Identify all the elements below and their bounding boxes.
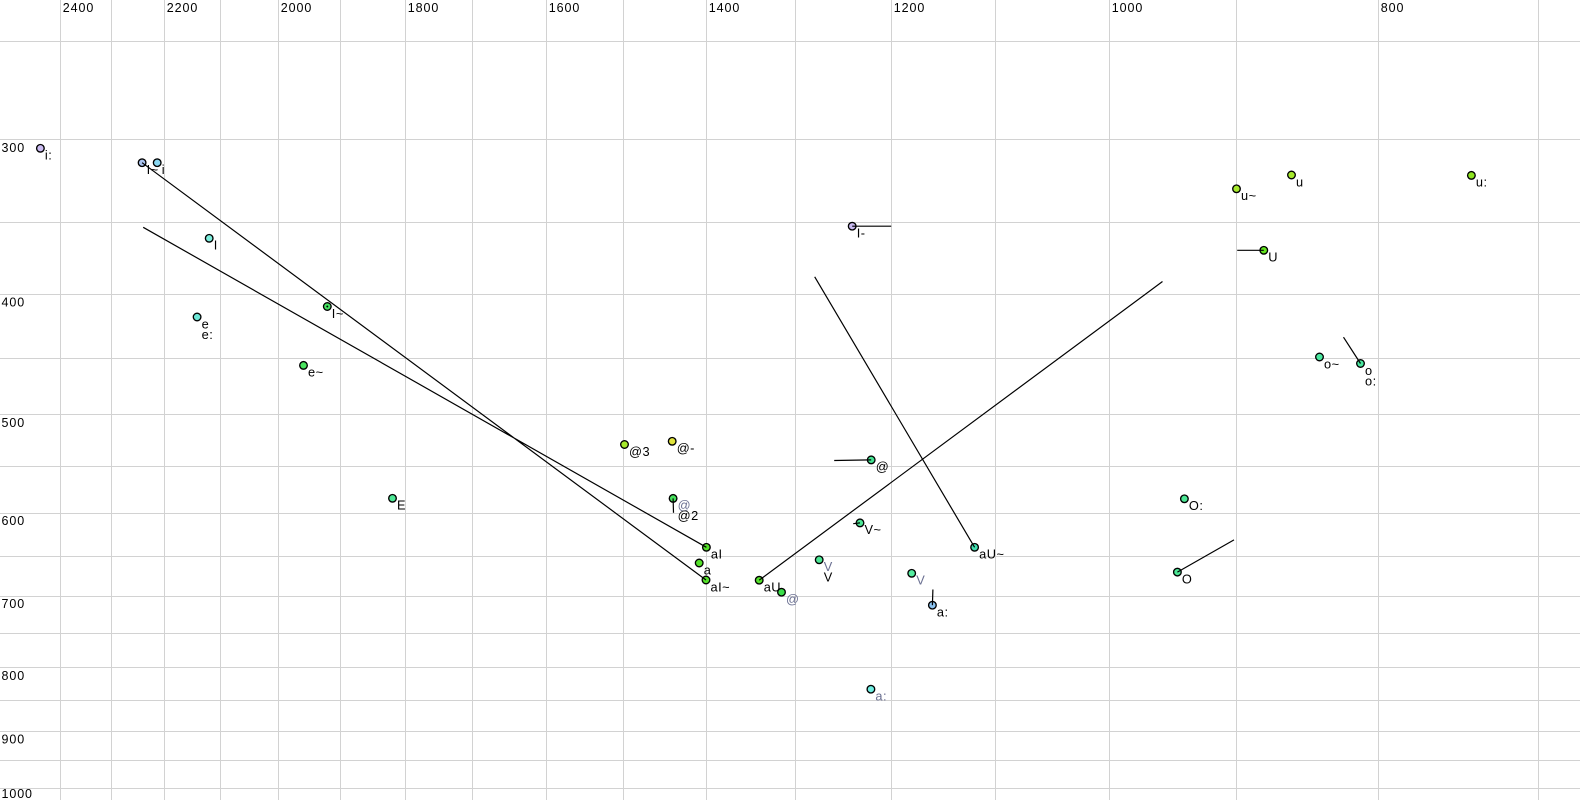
svg-text:O: O bbox=[1182, 571, 1192, 586]
svg-text:a: a bbox=[704, 562, 712, 577]
svg-text:U: U bbox=[1268, 250, 1278, 265]
svg-text:@: @ bbox=[876, 459, 890, 474]
svg-text:300: 300 bbox=[2, 141, 26, 155]
svg-text:I: I bbox=[214, 238, 218, 253]
svg-text:1000: 1000 bbox=[1112, 1, 1143, 15]
svg-text:a:: a: bbox=[937, 605, 949, 620]
svg-text:V: V bbox=[824, 570, 833, 585]
svg-text:a:: a: bbox=[875, 689, 887, 704]
svg-text:I-: I- bbox=[857, 226, 866, 241]
svg-text:aU~: aU~ bbox=[979, 547, 1004, 562]
svg-text:400: 400 bbox=[2, 296, 26, 310]
svg-text:@3: @3 bbox=[629, 444, 650, 459]
svg-text:V~: V~ bbox=[865, 522, 882, 537]
svg-text:700: 700 bbox=[2, 597, 26, 611]
svg-text:e:: e: bbox=[202, 327, 214, 342]
svg-text:O:: O: bbox=[1189, 498, 1204, 513]
svg-text:@: @ bbox=[786, 592, 800, 607]
svg-text:u~: u~ bbox=[1241, 188, 1257, 203]
svg-text:aU: aU bbox=[764, 580, 781, 595]
svg-text:@2: @2 bbox=[678, 508, 699, 523]
svg-text:i: i bbox=[162, 162, 165, 177]
svg-text:500: 500 bbox=[2, 416, 26, 430]
svg-text:800: 800 bbox=[2, 669, 26, 683]
svg-text:u:: u: bbox=[1476, 175, 1488, 190]
svg-text:I~: I~ bbox=[147, 162, 159, 177]
svg-text:1600: 1600 bbox=[549, 1, 580, 15]
svg-text:u: u bbox=[1296, 174, 1304, 189]
svg-text:E: E bbox=[397, 498, 406, 513]
svg-text:900: 900 bbox=[2, 732, 26, 746]
svg-text:o: o bbox=[1365, 363, 1373, 378]
svg-text:o:: o: bbox=[1365, 373, 1377, 388]
svg-text:2200: 2200 bbox=[167, 1, 198, 15]
svg-text:2000: 2000 bbox=[281, 1, 312, 15]
svg-text:@-: @- bbox=[677, 441, 695, 456]
svg-text:@: @ bbox=[678, 498, 692, 513]
svg-text:1800: 1800 bbox=[408, 1, 439, 15]
svg-text:800: 800 bbox=[1381, 1, 1405, 15]
svg-text:e: e bbox=[202, 316, 210, 331]
svg-text:V: V bbox=[916, 573, 925, 588]
svg-text:aI~: aI~ bbox=[711, 579, 731, 594]
svg-text:1200: 1200 bbox=[894, 1, 925, 15]
svg-text:i:: i: bbox=[45, 148, 52, 163]
svg-text:600: 600 bbox=[2, 514, 26, 528]
svg-text:I~: I~ bbox=[332, 306, 344, 321]
svg-text:V: V bbox=[824, 559, 833, 574]
svg-text:o~: o~ bbox=[1324, 356, 1340, 371]
svg-text:aI: aI bbox=[711, 547, 723, 562]
svg-text:2400: 2400 bbox=[63, 1, 94, 15]
svg-text:1000: 1000 bbox=[2, 787, 33, 800]
svg-text:e~: e~ bbox=[308, 365, 324, 380]
svg-text:1400: 1400 bbox=[709, 1, 740, 15]
